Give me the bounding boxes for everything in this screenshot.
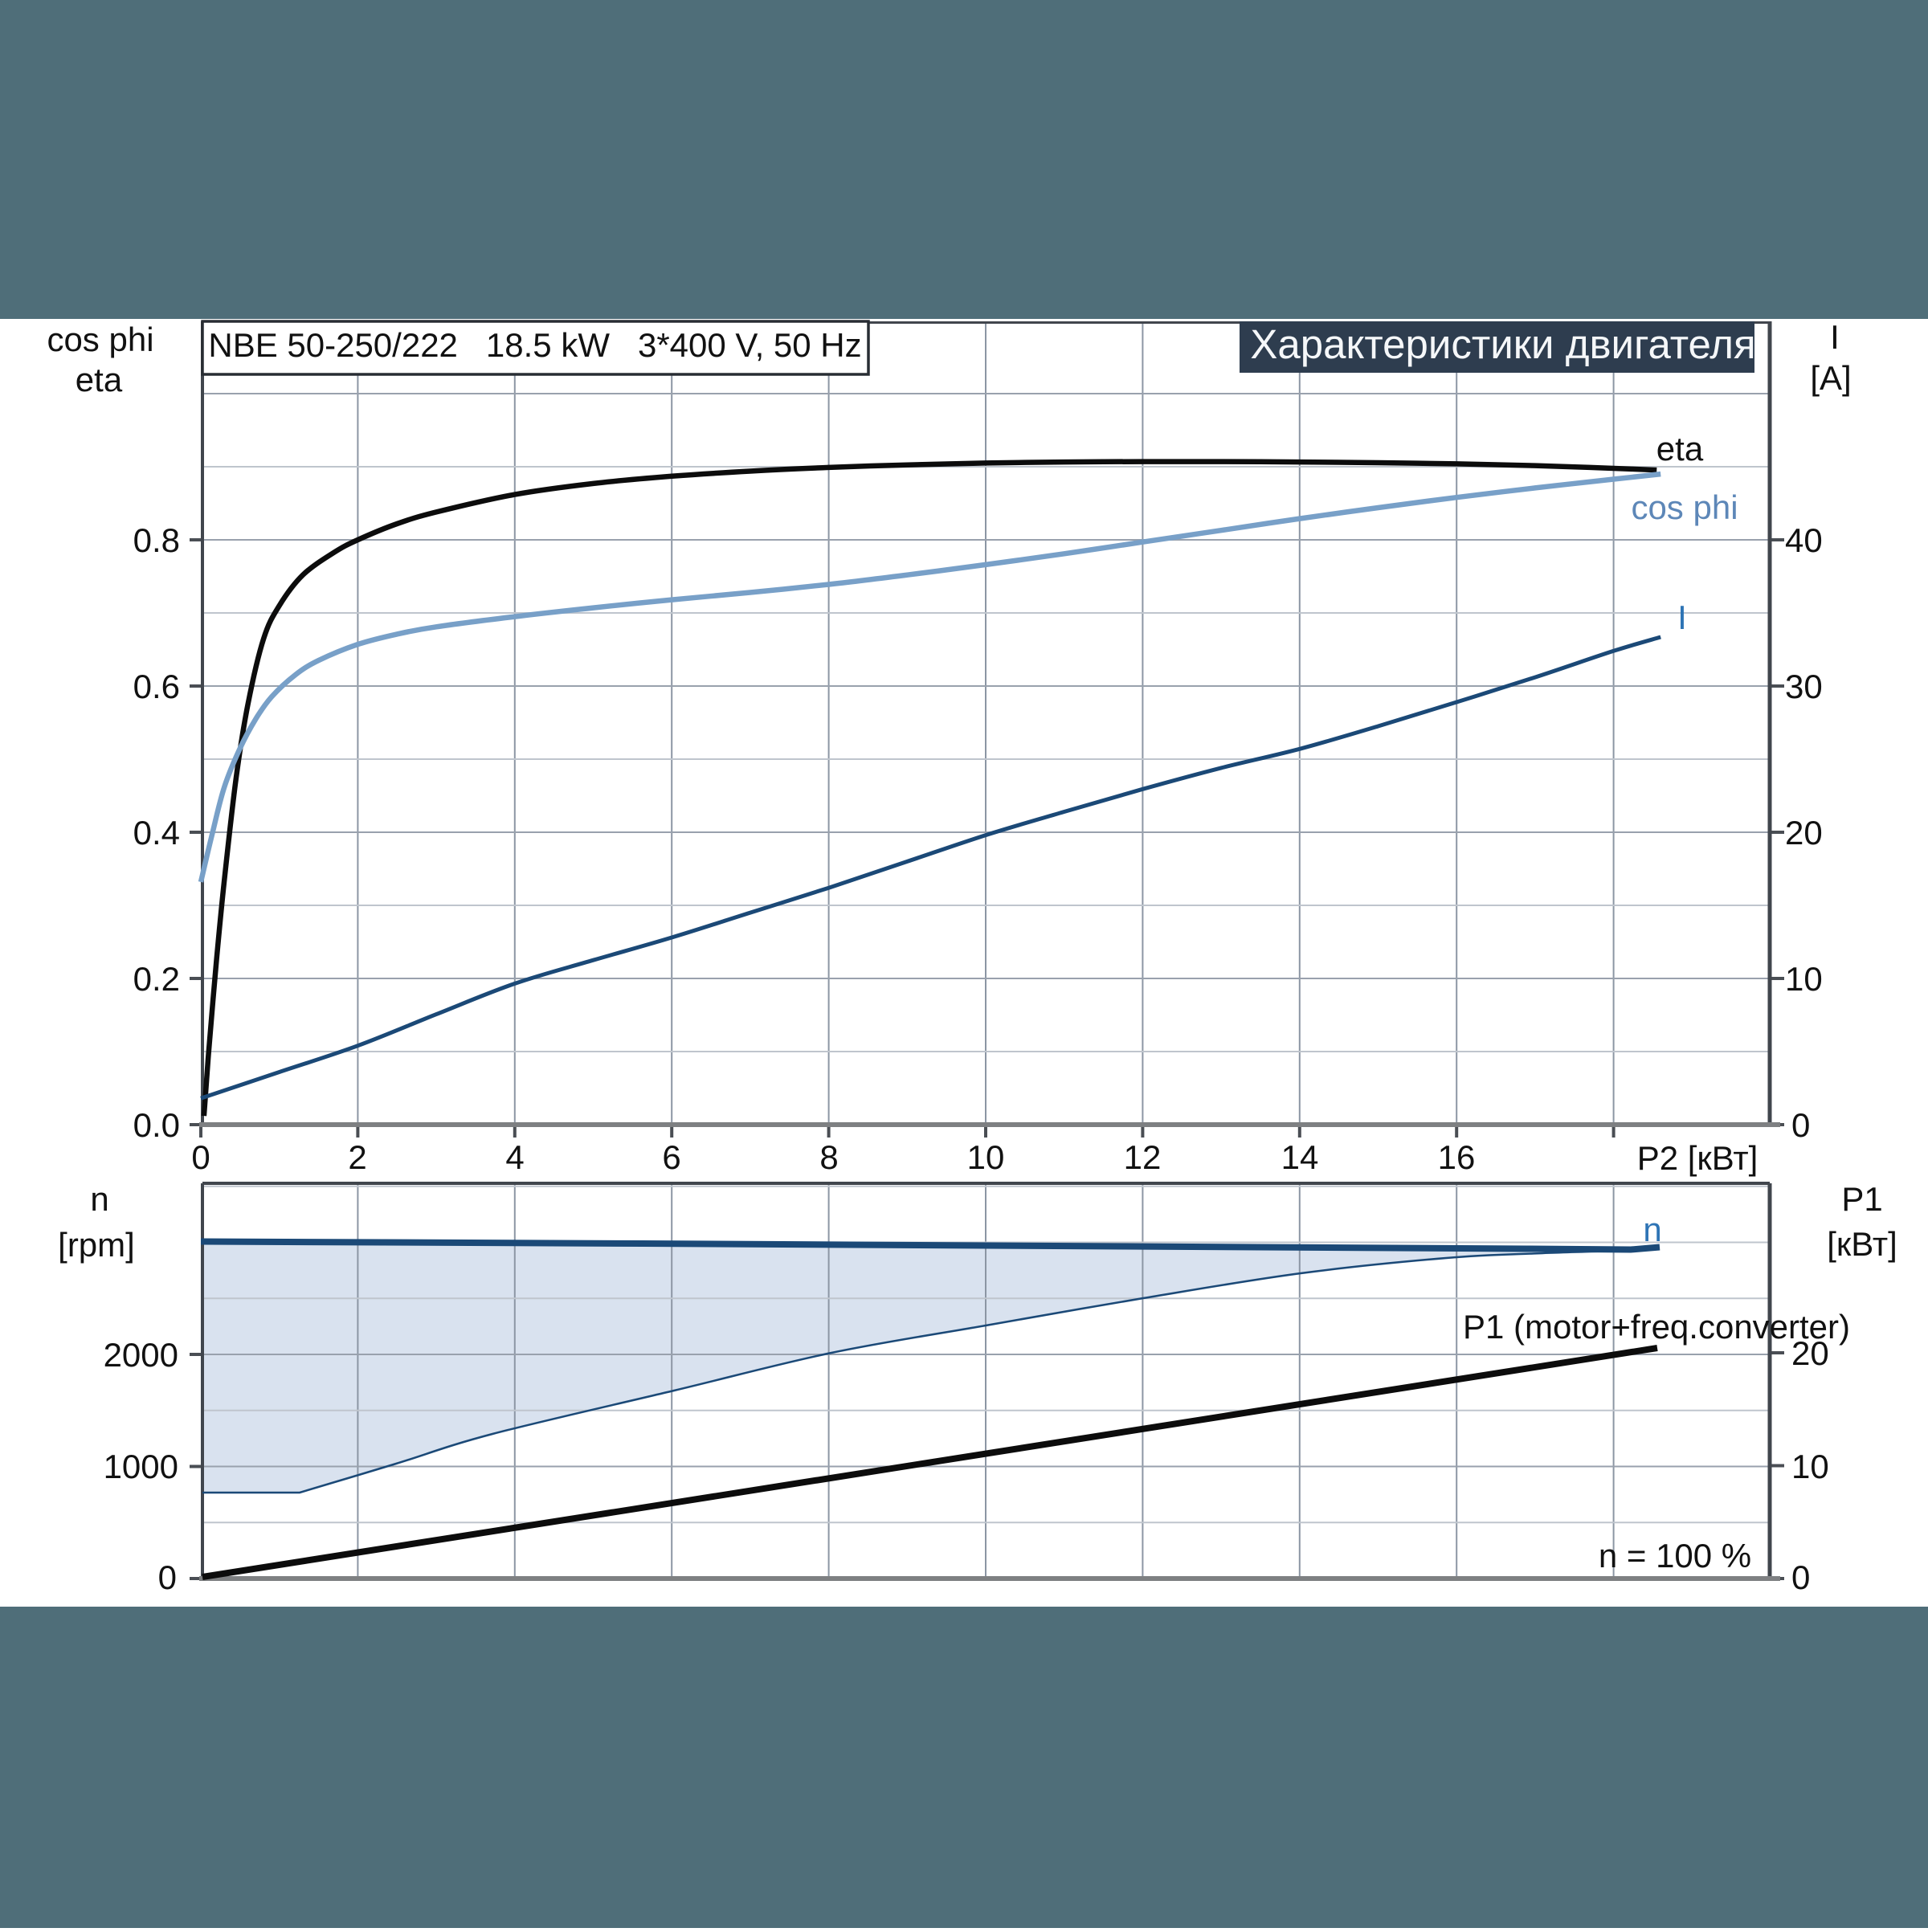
svg-text:0: 0 (158, 1558, 177, 1596)
svg-text:0.6: 0.6 (133, 668, 180, 705)
svg-text:10: 10 (1791, 1448, 1829, 1485)
svg-text:0: 0 (1791, 1106, 1810, 1144)
svg-text:10: 10 (1785, 960, 1823, 998)
svg-text:14: 14 (1281, 1138, 1319, 1176)
svg-text:0.2: 0.2 (133, 960, 180, 998)
svg-text:0: 0 (191, 1138, 210, 1176)
svg-text:0.4: 0.4 (133, 814, 180, 852)
svg-text:0.8: 0.8 (133, 521, 180, 559)
svg-text:NBE 50-250/222 18.5 kW 3*4: NBE 50-250/222 18.5 kW 3*400 V, 50 Hz (208, 326, 861, 364)
svg-text:40: 40 (1785, 521, 1823, 559)
svg-text:4: 4 (505, 1138, 524, 1176)
svg-text:eta: eta (76, 361, 123, 398)
svg-text:6: 6 (662, 1138, 680, 1176)
svg-text:n: n (90, 1180, 108, 1218)
svg-text:[кВт]: [кВт] (1827, 1225, 1897, 1263)
svg-text:P1 (motor+freq.converter): P1 (motor+freq.converter) (1463, 1308, 1850, 1346)
svg-text:1000: 1000 (104, 1448, 178, 1485)
svg-text:Характеристики двигателя: Характеристики двигателя (1250, 321, 1755, 367)
svg-text:n = 100 %: n = 100 % (1599, 1537, 1751, 1575)
svg-text:n: n (1643, 1211, 1661, 1248)
svg-text:20: 20 (1785, 814, 1823, 852)
svg-text:I: I (1830, 318, 1840, 356)
svg-text:16: 16 (1438, 1138, 1476, 1176)
svg-text:20: 20 (1791, 1334, 1829, 1372)
svg-text:12: 12 (1124, 1138, 1162, 1176)
svg-text:2: 2 (348, 1138, 366, 1176)
svg-text:0.0: 0.0 (133, 1106, 180, 1144)
svg-text:cos phi: cos phi (1631, 488, 1738, 526)
svg-text:8: 8 (819, 1138, 838, 1176)
svg-text:2000: 2000 (104, 1336, 178, 1374)
svg-text:eta: eta (1656, 430, 1704, 468)
svg-text:10: 10 (967, 1138, 1005, 1176)
svg-text:cos phi: cos phi (47, 321, 153, 358)
svg-text:[rpm]: [rpm] (58, 1226, 135, 1264)
svg-text:[A]: [A] (1810, 359, 1851, 397)
svg-text:0: 0 (1791, 1558, 1810, 1596)
svg-text:P1: P1 (1841, 1180, 1882, 1218)
svg-text:P2 [кВт]: P2 [кВт] (1637, 1139, 1758, 1177)
svg-text:30: 30 (1785, 668, 1823, 705)
svg-text:I: I (1677, 598, 1687, 636)
